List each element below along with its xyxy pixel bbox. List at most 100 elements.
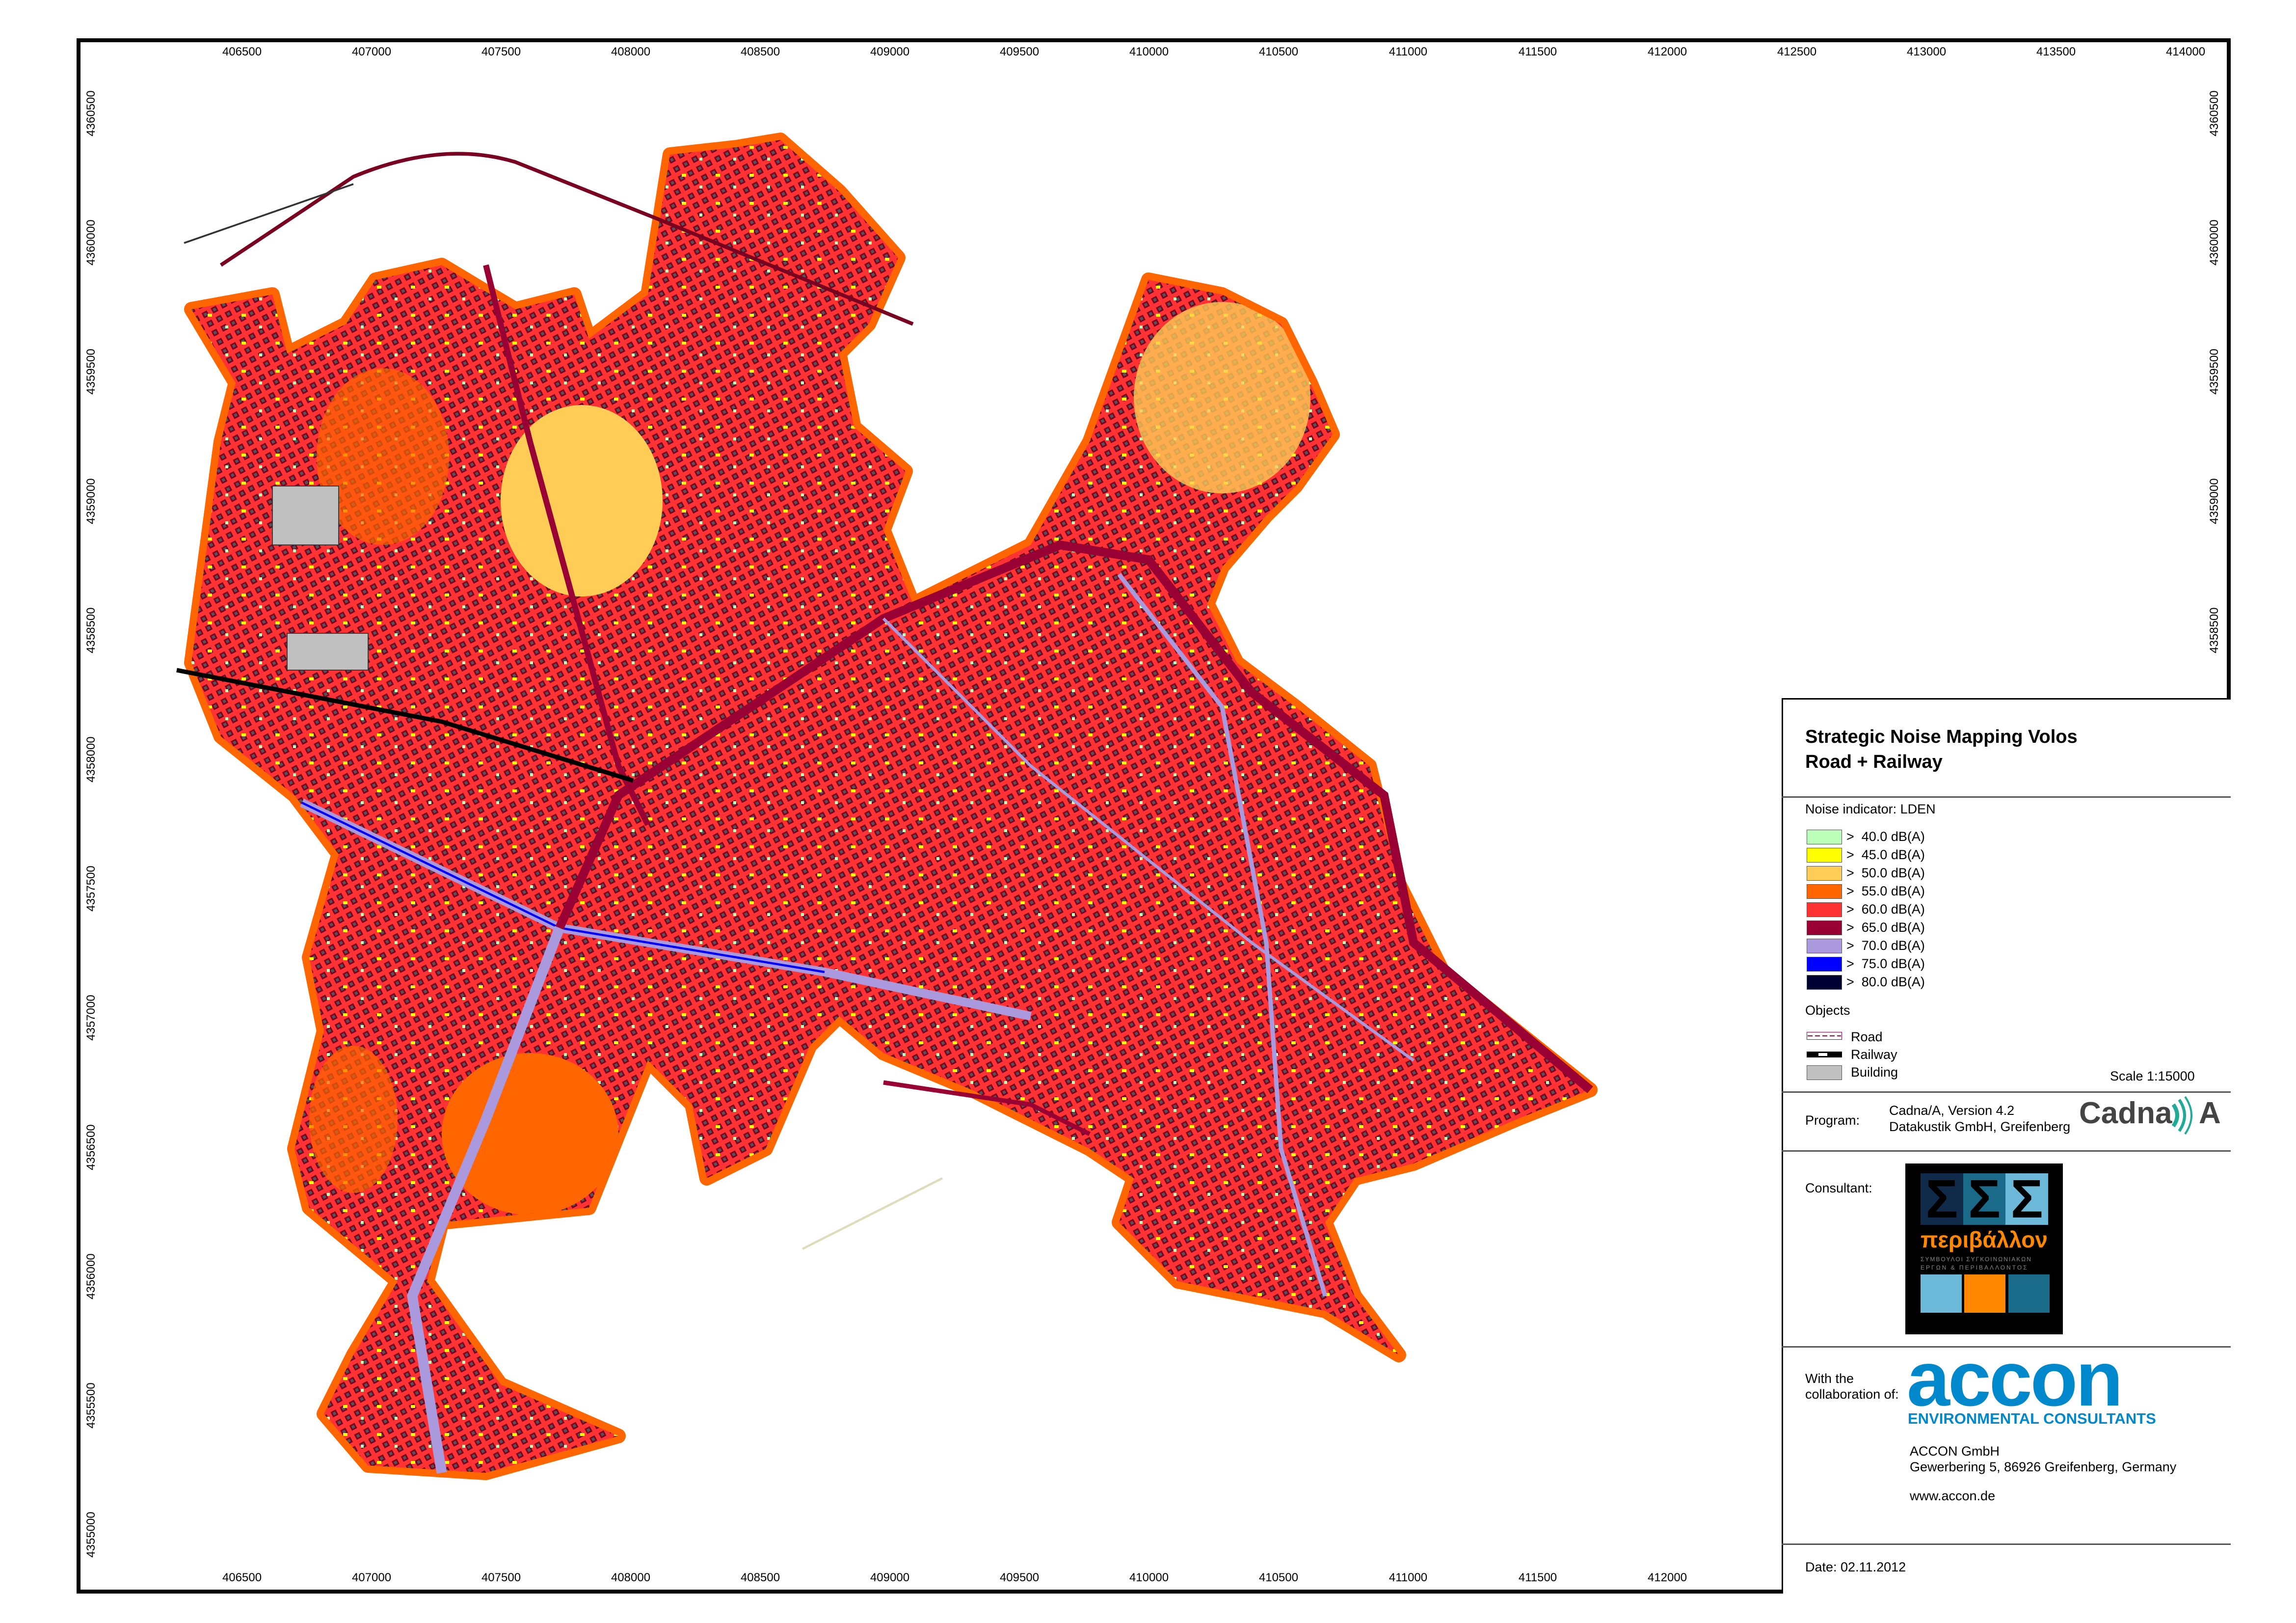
y-tick-label-right: 4360000: [2208, 219, 2221, 266]
company-website-link[interactable]: www.accon.de: [1910, 1488, 1996, 1503]
collaboration-label-2: collaboration of:: [1805, 1387, 1899, 1402]
x-tick-label-top: 407500: [481, 45, 521, 58]
divider: [1782, 1543, 2231, 1545]
program-label: Program:: [1805, 1113, 1860, 1128]
y-tick-label-right: 4358500: [2208, 607, 2221, 653]
divider: [1782, 796, 2231, 798]
noise-level-label: > 60.0 dB(A): [1846, 902, 1925, 917]
x-tick-label-bottom: 407500: [481, 1571, 521, 1584]
x-tick-label-top: 407000: [351, 45, 392, 58]
building: [287, 633, 369, 671]
company-address: Gewerbering 5, 86926 Greifenberg, German…: [1910, 1460, 2177, 1474]
railway: [176, 668, 634, 783]
x-tick-label-top: 414000: [2165, 45, 2206, 58]
y-tick-label-right: 4360500: [2208, 90, 2221, 136]
collaboration-label-1: With the: [1805, 1371, 1854, 1386]
noise-zone-55-port: [442, 1053, 618, 1215]
airplane-icon: [1921, 1274, 1962, 1313]
x-tick-label-top: 406500: [222, 45, 262, 58]
x-tick-label-top: 410000: [1129, 45, 1169, 58]
divider: [1782, 1091, 2231, 1093]
x-tick-label-bottom: 408000: [611, 1571, 651, 1584]
building: [272, 486, 339, 545]
y-tick-label-left: 4355500: [84, 1382, 98, 1429]
noise-level-swatch: [1807, 884, 1842, 899]
y-tick-label-left: 4355000: [84, 1512, 98, 1558]
x-tick-label-top: 412000: [1647, 45, 1687, 58]
y-tick-label-left: 4360500: [84, 90, 98, 136]
y-tick-label-left: 4358500: [84, 607, 98, 653]
scale-label: Scale 1:15000: [2110, 1069, 2195, 1083]
x-tick-label-bottom: 409500: [999, 1571, 1040, 1584]
noise-indicator-label: Noise indicator: LDEN: [1805, 802, 1936, 816]
x-tick-label-bottom: 411500: [1518, 1571, 1557, 1584]
noise-level-label: > 80.0 dB(A): [1846, 974, 1925, 989]
legend-road-label: Road: [1851, 1029, 1883, 1044]
x-tick-label-top: 413500: [2036, 45, 2076, 58]
cadna-a-logo: Cadna A: [2079, 1094, 2226, 1138]
map-title: Strategic Noise Mapping Volos: [1805, 727, 2078, 747]
x-tick-label-top: 409000: [870, 45, 910, 58]
accon-logo: accon ENVIRONMENTAL CONSULTANTS: [1907, 1336, 2156, 1427]
legend-building-label: Building: [1851, 1065, 1898, 1080]
program-vendor: Datakustik GmbH, Greifenberg: [1889, 1119, 2071, 1134]
y-tick-label-left: 4357000: [84, 995, 98, 1041]
y-tick-label-left: 4360000: [84, 219, 98, 266]
program-name: Cadna/A, Version 4.2: [1889, 1103, 2015, 1118]
x-tick-label-top: 410500: [1258, 45, 1299, 58]
noise-level-swatch: [1807, 866, 1842, 881]
y-tick-label-right: 4359000: [2208, 478, 2221, 524]
y-tick-label-left: 4356500: [84, 1124, 98, 1170]
railway-line-icon: [1807, 1052, 1842, 1057]
x-tick-label-top: 408500: [740, 45, 780, 58]
train-icon: [2008, 1274, 2050, 1313]
noise-level-label: > 50.0 dB(A): [1846, 866, 1925, 880]
y-tick-label-left: 4356000: [84, 1253, 98, 1299]
consultant-logo: Σ Σ Σ περιβάλλον ΣΥΜΒΟΥΛΟΙ ΣΥΓΚΟΙΝΩΝΙΑΚΩ…: [1905, 1163, 2063, 1334]
y-tick-label-left: 4357500: [84, 866, 98, 912]
x-tick-label-top: 408000: [611, 45, 651, 58]
x-tick-label-bottom: 406500: [222, 1571, 262, 1584]
noise-zone-50-park: [501, 405, 663, 596]
x-tick-label-top: 412500: [1777, 45, 1817, 58]
x-tick-label-bottom: 410000: [1129, 1571, 1169, 1584]
company-name: ACCON GmbH: [1910, 1444, 2000, 1459]
y-tick-label-right: 4359500: [2208, 349, 2221, 395]
sound-wave-icon: [2171, 1096, 2192, 1135]
divider: [1782, 1150, 2231, 1152]
y-tick-label-left: 4358000: [84, 736, 98, 783]
y-tick-label-left: 4359000: [84, 478, 98, 524]
noise-level-label: > 45.0 dB(A): [1846, 847, 1925, 862]
consultant-label: Consultant:: [1805, 1181, 1872, 1195]
divider: [1782, 1346, 2231, 1348]
x-tick-label-top: 409500: [999, 45, 1040, 58]
legend-railway-label: Railway: [1851, 1047, 1897, 1062]
noise-level-swatch: [1807, 830, 1842, 844]
x-tick-label-top: 411500: [1518, 45, 1557, 58]
map-subtitle: Road + Railway: [1805, 752, 1943, 772]
x-tick-label-bottom: 412000: [1647, 1571, 1687, 1584]
x-tick-label-top: 413000: [1906, 45, 1947, 58]
noise-level-label: > 40.0 dB(A): [1846, 829, 1925, 844]
noise-level-label: > 65.0 dB(A): [1846, 920, 1925, 935]
noise-level-label: > 55.0 dB(A): [1846, 884, 1925, 898]
x-tick-label-bottom: 407000: [351, 1571, 392, 1584]
noise-level-label: > 75.0 dB(A): [1846, 956, 1925, 971]
y-tick-label-left: 4359500: [84, 349, 98, 395]
map-date: Date: 02.11.2012: [1805, 1560, 1906, 1574]
noise-level-swatch: [1807, 939, 1842, 953]
objects-heading: Objects: [1805, 1003, 1850, 1018]
noise-level-swatch: [1807, 957, 1842, 972]
x-tick-label-bottom: 408500: [740, 1571, 780, 1584]
noise-level-swatch: [1807, 975, 1842, 990]
legend-panel: [1782, 698, 2231, 1594]
noise-level-swatch: [1807, 920, 1842, 935]
face-icon: [1964, 1274, 2005, 1313]
x-tick-label-bottom: 409000: [870, 1571, 910, 1584]
x-tick-label-bottom: 411000: [1388, 1571, 1428, 1584]
building-swatch-icon: [1807, 1065, 1842, 1080]
x-tick-label-top: 411000: [1388, 45, 1428, 58]
road-line-icon: [1807, 1032, 1842, 1040]
roads: [176, 152, 1593, 1474]
